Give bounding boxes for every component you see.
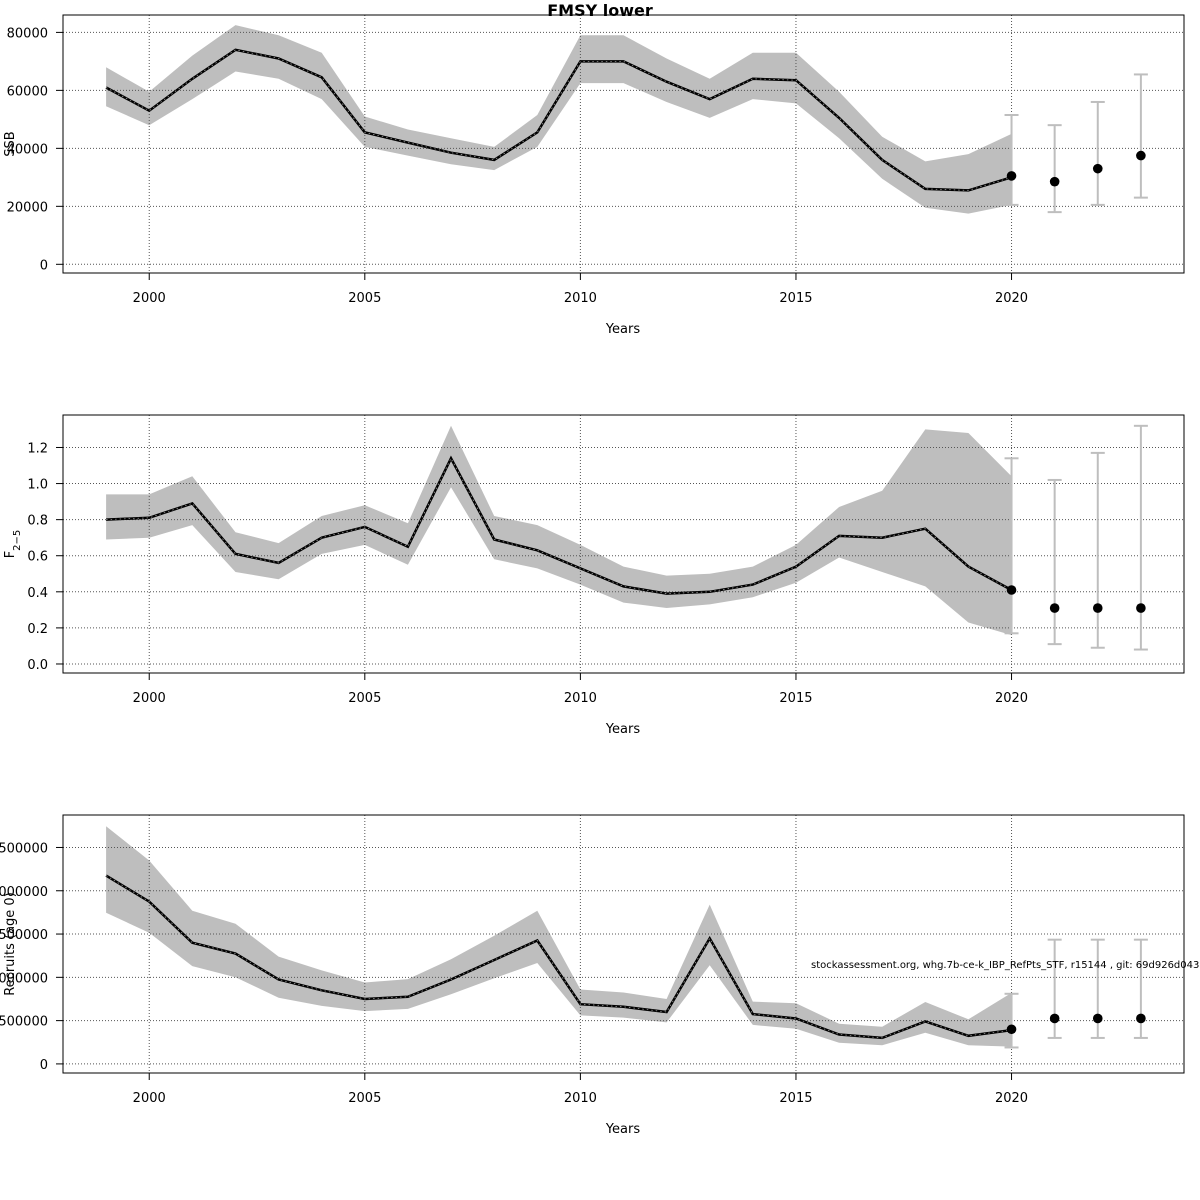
x-axis-label: Years [605, 722, 641, 737]
x-axis-label: Years [605, 322, 641, 337]
x-tick-label: 2020 [995, 691, 1028, 706]
x-tick-label: 2010 [564, 291, 597, 306]
forecast-point [1006, 585, 1017, 595]
confidence-band [106, 425, 1012, 636]
forecast-point [1136, 150, 1146, 161]
x-tick-label: 2010 [564, 691, 597, 706]
forecast-point [1049, 1013, 1060, 1024]
estimate-line-dots [106, 457, 1012, 595]
y-axis-label: SSB [3, 131, 18, 156]
y-tick-label: 500000 [0, 1015, 48, 1030]
x-tick-label: 2015 [779, 1091, 812, 1106]
x-tick-label: 2000 [133, 1091, 166, 1106]
y-tick-label: 0.6 [27, 550, 48, 565]
forecast-point [1092, 1013, 1103, 1024]
y-tick-label: 0 [40, 1058, 48, 1073]
x-tick-label: 2005 [348, 691, 381, 706]
forecast-point [1092, 163, 1103, 174]
y-tick-label: 40000 [7, 142, 48, 157]
source-footnote: stockassessment.org, whg.7b-ce-k_IBP_Ref… [811, 960, 1200, 971]
recruitment-panel: 2000 2005 2010 2015 2020 0 500000 1000000 150000… [0, 814, 1185, 1137]
forecast-point [1049, 176, 1060, 187]
x-tick-label: 2020 [995, 291, 1028, 306]
x-tick-label: 2000 [133, 691, 166, 706]
x-tick-label: 2005 [348, 291, 381, 306]
x-axis-label: Years [605, 1122, 641, 1137]
x-tick-label: 2010 [564, 1091, 597, 1106]
y-tick-label: 0.4 [27, 586, 48, 601]
y-tick-label: 0.2 [27, 622, 48, 637]
confidence-band [106, 25, 1012, 214]
y-axis-label: F2−5 [3, 530, 23, 559]
confidence-band [106, 826, 1012, 1047]
y-tick-label: 1.2 [27, 441, 48, 456]
figure-title: FMSY lower [547, 1, 653, 20]
y-tick-label: 0 [40, 258, 48, 273]
x-tick-label: 2005 [348, 1091, 381, 1106]
plot-frame [62, 414, 1185, 674]
y-tick-label: 0.8 [27, 514, 48, 529]
y-axis-label: Recruits (age 0) [3, 892, 18, 996]
x-tick-label: 2015 [779, 291, 812, 306]
forecast-point [1006, 1024, 1017, 1035]
y-tick-label: 0.0 [27, 658, 48, 673]
y-tick-label: 20000 [7, 200, 48, 215]
forecast-point [1136, 603, 1146, 613]
y-tick-label: 80000 [7, 26, 48, 41]
estimate-line [105, 874, 1012, 1040]
y-tick-label: 1.0 [27, 478, 48, 493]
forecast-point [1049, 603, 1060, 613]
forecast-point [1092, 603, 1103, 613]
forecast-point [1136, 1013, 1146, 1024]
x-tick-label: 2020 [995, 1091, 1028, 1106]
x-tick-label: 2000 [133, 291, 166, 306]
y-tick-label: 2000000 [0, 885, 48, 900]
estimate-line-dots [105, 49, 1012, 191]
y-tick-label: 1500000 [0, 928, 48, 943]
plot-frame [62, 14, 1185, 274]
y-tick-label: 1000000 [0, 971, 48, 986]
ssb-panel: 2000 2005 2010 2015 2020 0 20000 40000 60000 8000… [3, 14, 1185, 337]
plot-frame [62, 814, 1185, 1074]
y-tick-label: 2500000 [0, 841, 48, 856]
y-tick-label: 60000 [7, 84, 48, 99]
x-tick-label: 2015 [779, 691, 812, 706]
forecast-point [1006, 171, 1017, 181]
fishing-mortality-panel: 2000 2005 2010 2015 2020 0.0 0.2 0.4 0.6 0.8 1.0 1.… [3, 414, 1185, 737]
y-axis-label-subscript: 2−5 [12, 530, 23, 551]
